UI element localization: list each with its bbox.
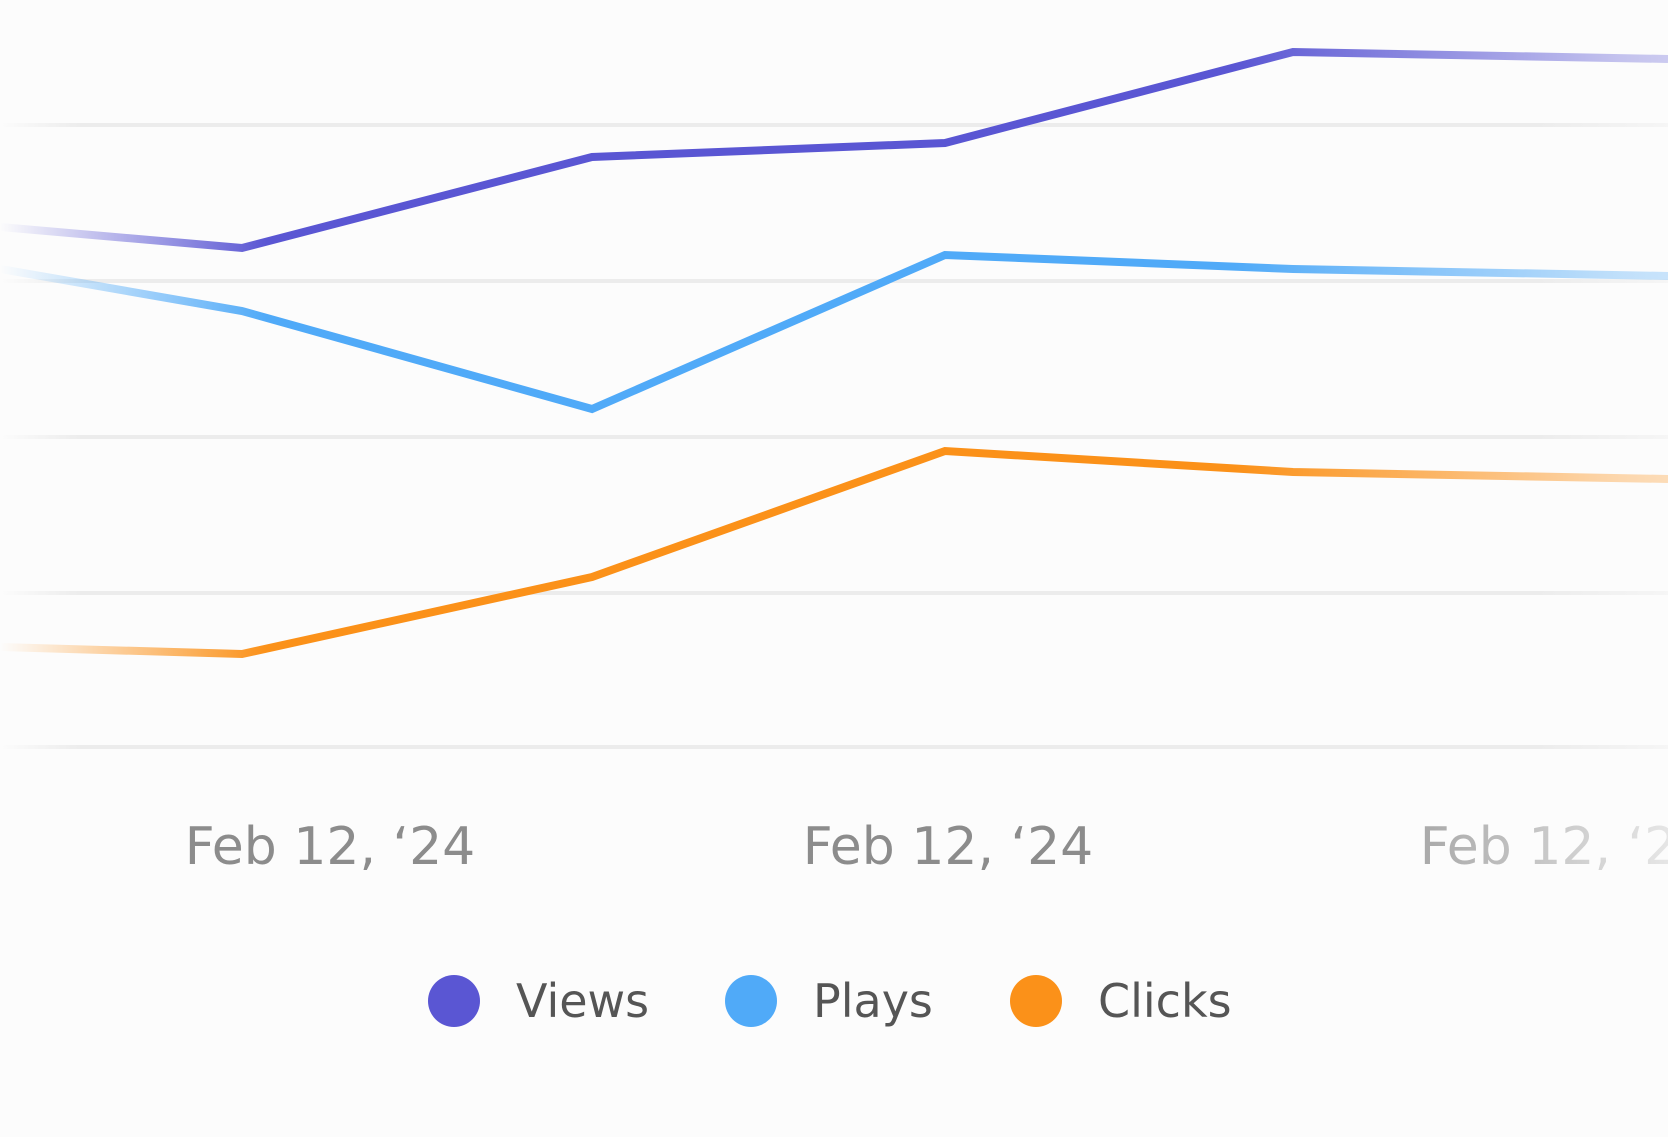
legend-label: Clicks [1098, 974, 1232, 1028]
x-tick-label: Feb 12, ‘24 [185, 817, 476, 877]
x-tick-label: Feb 12, ‘24 [803, 817, 1094, 877]
x-axis: Feb 12, ‘24 Feb 12, ‘24 Feb 12, ‘24 [185, 817, 1668, 877]
legend-label: Views [516, 974, 649, 1028]
legend-label: Plays [813, 974, 933, 1028]
series-line-views [0, 47, 1668, 253]
legend-swatch [725, 975, 777, 1027]
legend-swatch [1010, 975, 1062, 1027]
legend: Views Plays Clicks [428, 974, 1232, 1028]
legend-swatch [428, 975, 480, 1027]
grid-lines [0, 123, 1668, 749]
legend-item-plays[interactable]: Plays [725, 974, 933, 1028]
legend-item-clicks[interactable]: Clicks [1010, 974, 1232, 1028]
x-tick-label: Feb 12, ‘24 [1420, 817, 1668, 877]
legend-item-views[interactable]: Views [428, 974, 649, 1028]
series-lines [0, 47, 1668, 659]
series-line-clicks [0, 446, 1668, 659]
series-line-plays [0, 250, 1668, 414]
